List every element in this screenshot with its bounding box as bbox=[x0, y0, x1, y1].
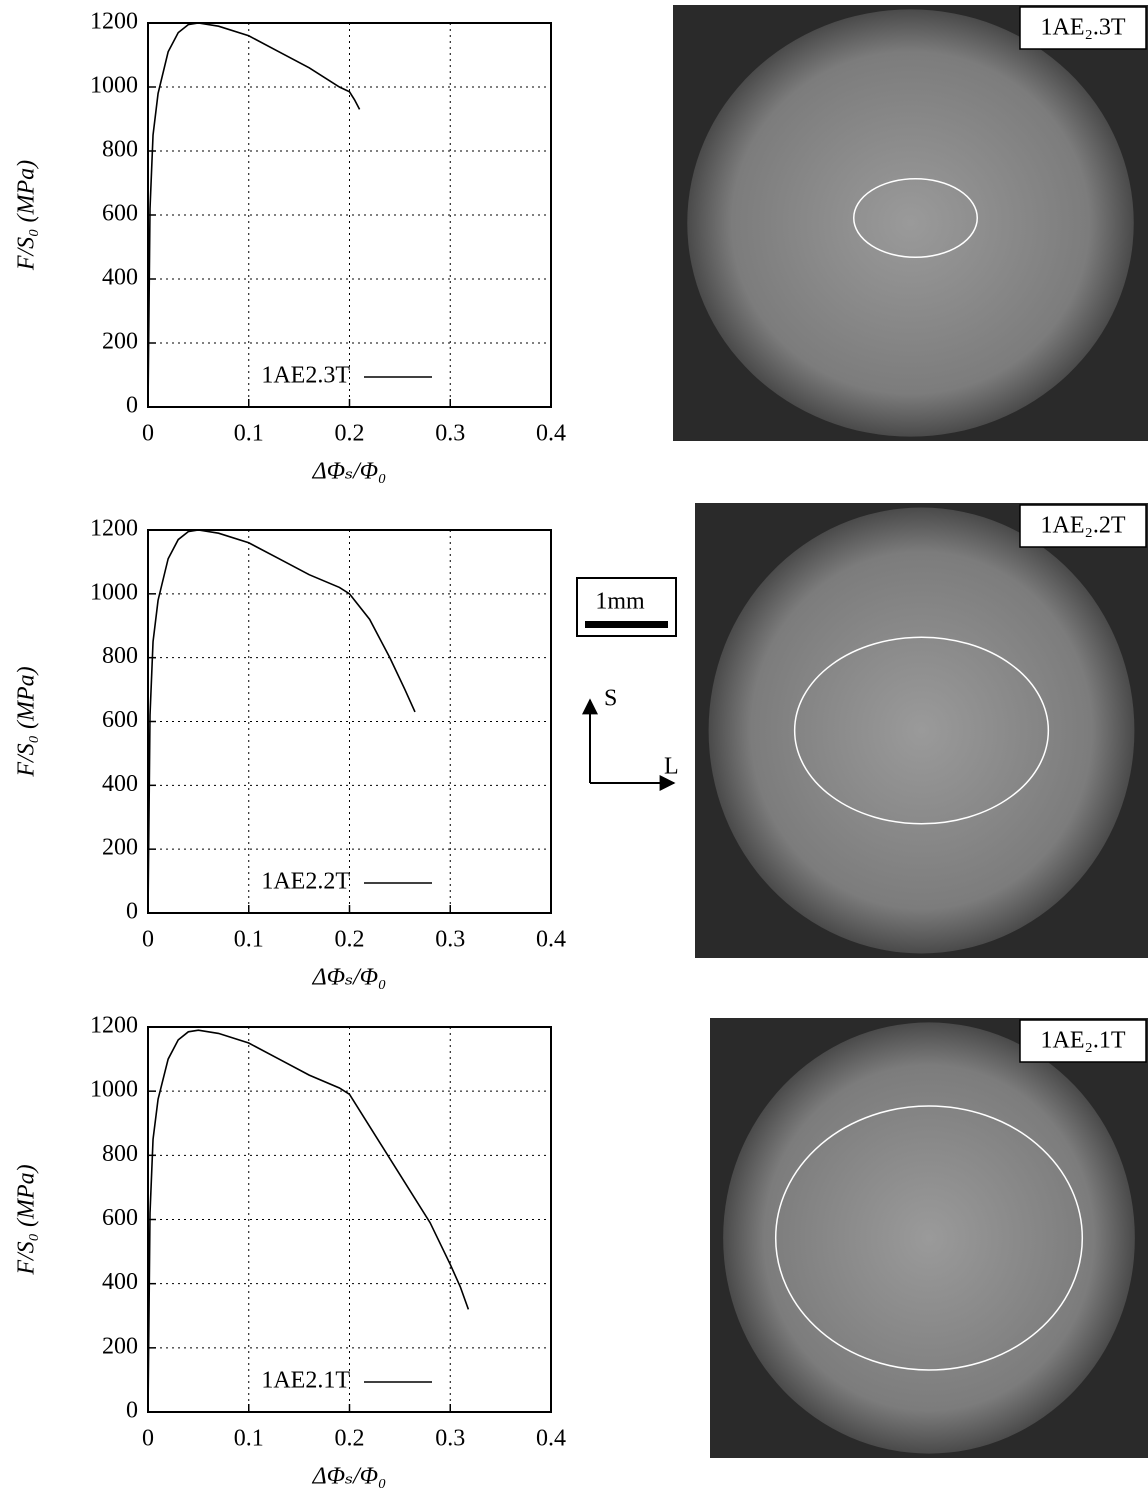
data-line bbox=[147, 1029, 470, 1413]
orientation-l: L bbox=[664, 754, 679, 780]
x-tick-label: 0.3 bbox=[435, 421, 465, 447]
plot-frame bbox=[147, 529, 552, 914]
zone-outline bbox=[853, 178, 978, 258]
y-tick-label: 0 bbox=[126, 1398, 138, 1424]
x-tick-label: 0.1 bbox=[234, 421, 264, 447]
y-tick-label: 400 bbox=[102, 1269, 138, 1295]
x-tick-label: 0.1 bbox=[234, 927, 264, 953]
plot-frame bbox=[147, 1026, 552, 1413]
fracture-surface bbox=[723, 1022, 1135, 1454]
y-tick-label: 600 bbox=[102, 201, 138, 227]
plot-frame bbox=[147, 22, 552, 408]
zone-outline bbox=[793, 636, 1050, 825]
image-label-box bbox=[1019, 504, 1147, 548]
x-tick-label: 0.3 bbox=[435, 927, 465, 953]
y-tick-label: 1000 bbox=[90, 1077, 138, 1103]
x-tick-label: 0.4 bbox=[536, 1426, 566, 1452]
x-tick-label: 0.2 bbox=[335, 927, 365, 953]
y-tick-label: 600 bbox=[102, 1205, 138, 1231]
y-tick-label: 1200 bbox=[90, 9, 138, 35]
x-axis-label: ΔΦₛ/Φ₀ bbox=[312, 1464, 387, 1490]
legend-label: 1AE2.3T bbox=[261, 363, 350, 389]
x-tick-label: 0 bbox=[142, 927, 154, 953]
y-axis-label: F/S₀ (MPa) bbox=[14, 1164, 40, 1275]
x-tick-label: 0.1 bbox=[234, 1426, 264, 1452]
fracture-surface bbox=[687, 9, 1134, 437]
y-tick-label: 400 bbox=[102, 265, 138, 291]
y-tick-label: 200 bbox=[102, 329, 138, 355]
image-label: 1AE₂.3T bbox=[1040, 15, 1125, 41]
x-tick-label: 0.2 bbox=[335, 1426, 365, 1452]
scale-bar-label: 1mm bbox=[595, 589, 645, 615]
x-tick-label: 0.4 bbox=[536, 421, 566, 447]
data-line bbox=[147, 22, 361, 408]
y-tick-label: 1000 bbox=[90, 579, 138, 605]
y-tick-label: 800 bbox=[102, 643, 138, 669]
image-label-box bbox=[1019, 6, 1147, 50]
x-axis-label: ΔΦₛ/Φ₀ bbox=[312, 965, 387, 991]
y-axis-label: F/S₀ (MPa) bbox=[14, 160, 40, 271]
zone-outline bbox=[774, 1105, 1084, 1371]
x-tick-label: 0 bbox=[142, 421, 154, 447]
x-tick-label: 0.4 bbox=[536, 927, 566, 953]
legend-label: 1AE2.2T bbox=[261, 869, 350, 895]
y-tick-label: 1200 bbox=[90, 516, 138, 542]
x-tick-label: 0 bbox=[142, 1426, 154, 1452]
data-line bbox=[147, 529, 416, 914]
y-axis-label: F/S₀ (MPa) bbox=[14, 666, 40, 777]
y-tick-label: 1000 bbox=[90, 73, 138, 99]
y-tick-label: 1200 bbox=[90, 1013, 138, 1039]
x-axis-label: ΔΦₛ/Φ₀ bbox=[312, 459, 387, 485]
y-tick-label: 600 bbox=[102, 707, 138, 733]
scale-bar bbox=[585, 621, 668, 628]
orientation-s: S bbox=[604, 686, 617, 712]
image-label: 1AE₂.2T bbox=[1040, 513, 1125, 539]
y-tick-label: 800 bbox=[102, 137, 138, 163]
y-tick-label: 0 bbox=[126, 393, 138, 419]
y-tick-label: 800 bbox=[102, 1141, 138, 1167]
y-tick-label: 200 bbox=[102, 1333, 138, 1359]
x-tick-label: 0.3 bbox=[435, 1426, 465, 1452]
image-label: 1AE₂.1T bbox=[1040, 1028, 1125, 1054]
y-tick-label: 400 bbox=[102, 771, 138, 797]
y-tick-label: 0 bbox=[126, 899, 138, 925]
fracture-surface bbox=[708, 507, 1135, 954]
image-label-box bbox=[1019, 1019, 1147, 1063]
legend-label: 1AE2.1T bbox=[261, 1368, 350, 1394]
y-tick-label: 200 bbox=[102, 835, 138, 861]
x-tick-label: 0.2 bbox=[335, 421, 365, 447]
